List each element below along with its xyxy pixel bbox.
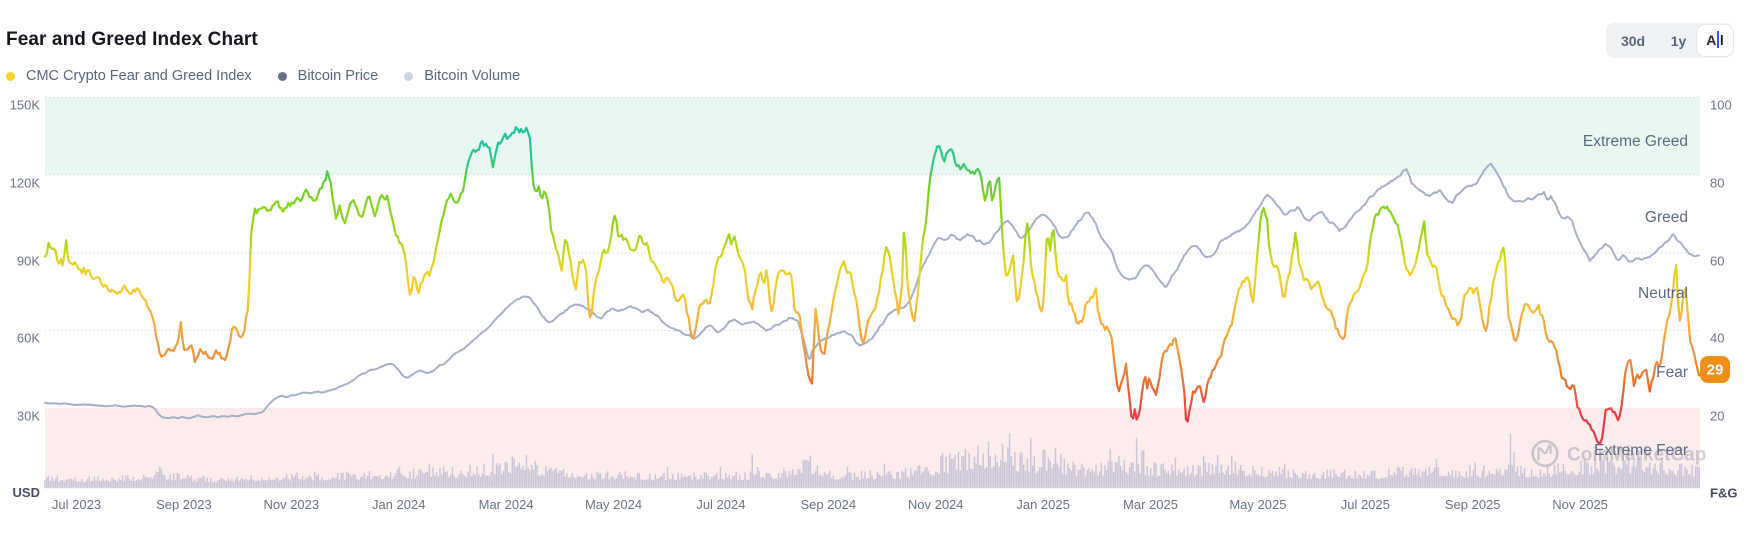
svg-text:USD: USD [13, 485, 40, 500]
svg-text:Jul 2023: Jul 2023 [52, 497, 101, 512]
svg-text:May 2025: May 2025 [1229, 497, 1286, 512]
svg-text:Nov 2023: Nov 2023 [263, 497, 319, 512]
svg-text:Sep 2023: Sep 2023 [156, 497, 212, 512]
svg-text:100: 100 [1710, 98, 1732, 113]
svg-text:F&G: F&G [1710, 486, 1737, 501]
svg-text:Jul 2024: Jul 2024 [696, 497, 745, 512]
svg-text:30K: 30K [17, 409, 40, 424]
svg-text:Greed: Greed [1645, 209, 1688, 226]
svg-text:Nov 2024: Nov 2024 [908, 497, 964, 512]
svg-text:Extreme Fear: Extreme Fear [1594, 442, 1688, 459]
svg-text:Fear: Fear [1656, 364, 1688, 381]
svg-text:Jul 2025: Jul 2025 [1341, 497, 1390, 512]
svg-text:40: 40 [1710, 331, 1724, 346]
svg-text:Jan 2025: Jan 2025 [1016, 497, 1070, 512]
svg-text:Sep 2025: Sep 2025 [1445, 497, 1501, 512]
svg-text:Mar 2024: Mar 2024 [479, 497, 534, 512]
svg-text:60: 60 [1710, 254, 1724, 269]
svg-text:Mar 2025: Mar 2025 [1123, 497, 1178, 512]
svg-text:80: 80 [1710, 176, 1724, 191]
svg-text:Jan 2024: Jan 2024 [372, 497, 426, 512]
svg-text:Sep 2024: Sep 2024 [800, 497, 856, 512]
svg-text:60K: 60K [17, 331, 40, 346]
svg-text:29: 29 [1707, 362, 1724, 379]
svg-text:20: 20 [1710, 409, 1724, 424]
svg-text:150K: 150K [10, 98, 41, 113]
svg-text:CoinMarketCap: CoinMarketCap [1567, 445, 1706, 466]
svg-text:Extreme Greed: Extreme Greed [1583, 133, 1688, 150]
svg-text:90K: 90K [17, 254, 40, 269]
svg-text:120K: 120K [10, 176, 41, 191]
svg-text:Nov 2025: Nov 2025 [1552, 497, 1608, 512]
svg-text:Neutral: Neutral [1638, 285, 1688, 302]
svg-text:May 2024: May 2024 [585, 497, 642, 512]
